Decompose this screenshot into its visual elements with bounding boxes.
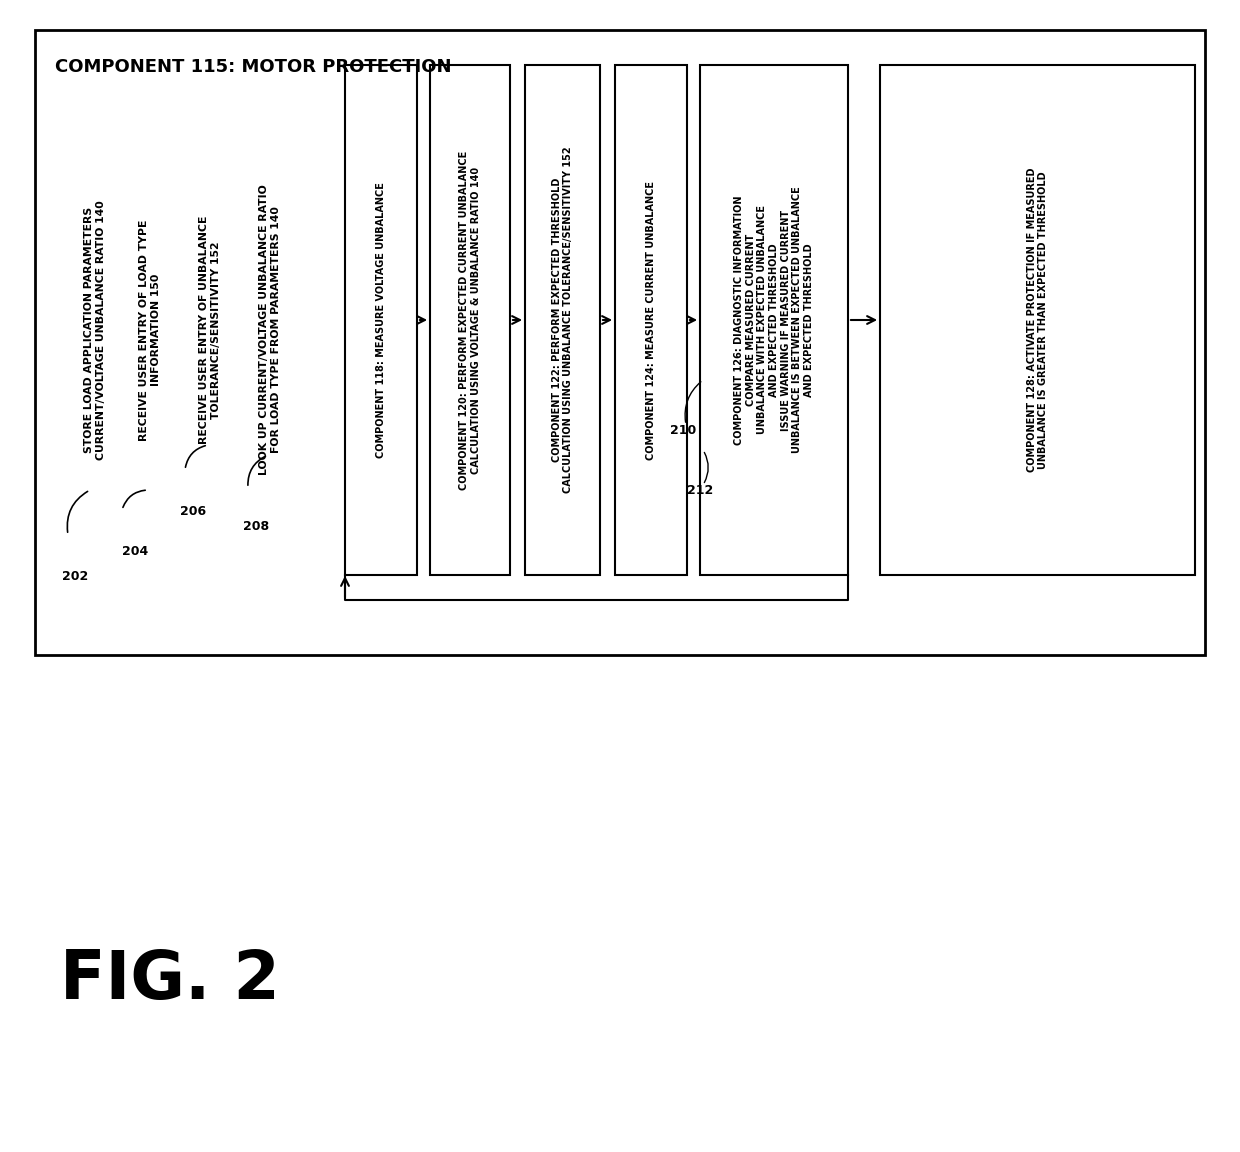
Text: COMPONENT 120: PERFORM EXPECTED CURRENT UNBALANCE
CALCULATION USING VOLTAGE & UN: COMPONENT 120: PERFORM EXPECTED CURRENT … [459, 151, 481, 490]
Text: COMPONENT 118: MEASURE VOLTAGE UNBALANCE: COMPONENT 118: MEASURE VOLTAGE UNBALANCE [376, 182, 386, 458]
Bar [35, 30, 1205, 655]
Bar [880, 65, 1195, 575]
Text: COMPONENT 126: DIAGNOSTIC INFORMATION
COMPARE MEASURED CURRENT
UNBALANCE WITH EX: COMPONENT 126: DIAGNOSTIC INFORMATION CO… [734, 187, 813, 454]
Text: 202: 202 [62, 570, 88, 583]
Text: COMPONENT 124: MEASURE CURRENT UNBALANCE: COMPONENT 124: MEASURE CURRENT UNBALANCE [646, 181, 656, 460]
Text: LOOK UP CURRENT/VOLTAGE UNBALANCE RATIO
FOR LOAD TYPE FROM PARAMETERS 140: LOOK UP CURRENT/VOLTAGE UNBALANCE RATIO … [259, 184, 280, 476]
Text: STORE LOAD APPLICATION PARAMETERS
CURRENT/VOLTAGE UNBALANCE RATIO 140: STORE LOAD APPLICATION PARAMETERS CURREN… [84, 200, 105, 460]
Text: COMPONENT 128: ACTIVATE PROTECTION IF MEASURED
UNBALANCE IS GREATER THAN EXPECTE: COMPONENT 128: ACTIVATE PROTECTION IF ME… [1027, 168, 1048, 472]
Text: 212: 212 [687, 484, 713, 497]
Bar [430, 65, 510, 575]
Text: 210: 210 [670, 424, 696, 437]
Text: COMPONENT 115: MOTOR PROTECTION: COMPONENT 115: MOTOR PROTECTION [55, 58, 451, 76]
Bar [615, 65, 687, 575]
Text: FIG. 2: FIG. 2 [60, 947, 280, 1013]
Bar [345, 65, 417, 575]
Bar [701, 65, 848, 575]
Text: 206: 206 [180, 505, 206, 518]
Bar [525, 65, 600, 575]
Text: COMPONENT 122: PERFORM EXPECTED THRESHOLD
CALCULATION USING UNBALANCE TOLERANCE/: COMPONENT 122: PERFORM EXPECTED THRESHOL… [552, 146, 573, 493]
Text: 208: 208 [243, 520, 269, 533]
Text: RECEIVE USER ENTRY OF UNBALANCE
TOLERANCE/SENSITIVITY 152: RECEIVE USER ENTRY OF UNBALANCE TOLERANC… [200, 215, 221, 445]
Text: 204: 204 [122, 545, 148, 558]
Text: RECEIVE USER ENTRY OF LOAD TYPE
INFORMATION 150: RECEIVE USER ENTRY OF LOAD TYPE INFORMAT… [139, 219, 161, 441]
